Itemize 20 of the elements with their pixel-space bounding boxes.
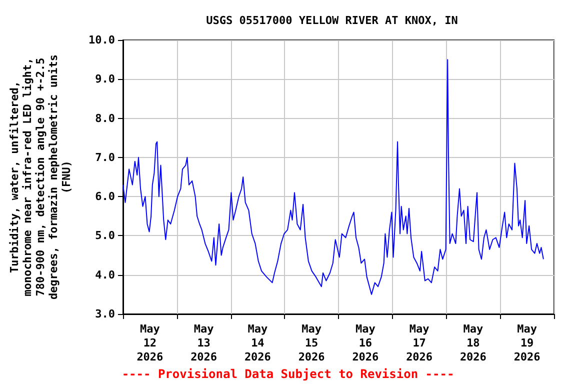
y-tick-label: 10.0 (88, 34, 115, 46)
x-tick-label: May 17 2026 (406, 322, 433, 364)
y-tick-label: 7.0 (95, 150, 115, 164)
x-tick-label: May 13 2026 (190, 322, 218, 364)
x-tick-label: May 16 2026 (352, 322, 380, 364)
x-tick-label: May 12 2026 (136, 322, 164, 364)
y-tick-label: 4.0 (95, 268, 115, 282)
x-tick-label: May 19 2026 (514, 322, 541, 364)
y-tick-label: 3.0 (95, 308, 115, 320)
y-tick-label: 8.0 (95, 112, 115, 125)
y-tick-label: 6.0 (95, 190, 115, 204)
x-tick-label: May 14 2026 (244, 322, 272, 364)
x-tick-label: May 15 2026 (298, 322, 326, 364)
y-tick-label: 5.0 (95, 229, 115, 242)
text: ---- Provisional Data Subject to Revision ---- (122, 367, 454, 381)
x-tick-label: May 18 2026 (460, 322, 487, 364)
chart-title: USGS 05517000 YELLOW RIVER AT KNOX, IN (206, 14, 458, 27)
y-tick-label: 9.0 (95, 72, 115, 86)
y-axis-title: Turbidity, water, unfiltered, monochrome near infra-red LED light, 780-900 nm, detection angle 90 +-2.5 degrees, formazin nephelometric units (FNU) (8, 54, 73, 300)
line-series (122, 59, 544, 295)
